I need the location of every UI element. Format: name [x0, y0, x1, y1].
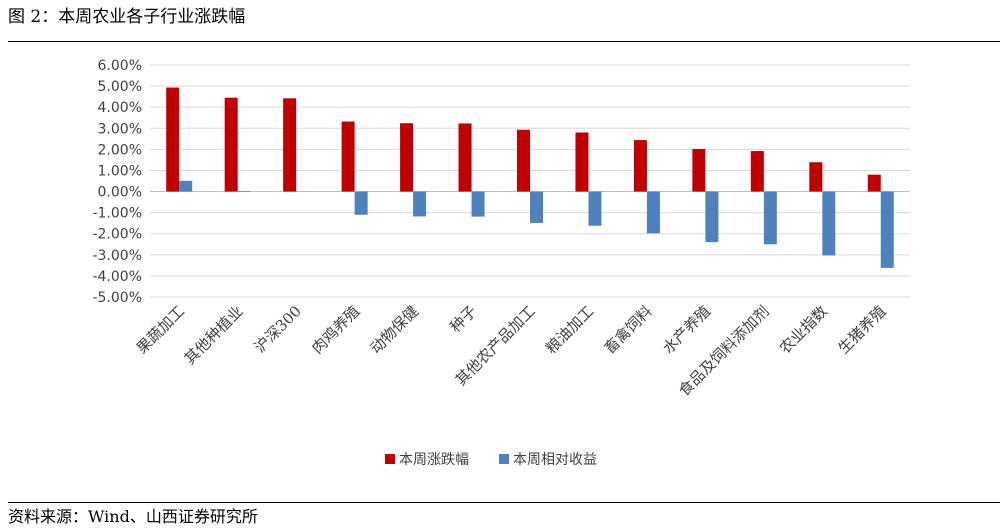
bar-weekly-change [692, 148, 706, 192]
y-tick-label: 4.00% [98, 100, 142, 116]
bar-weekly-change [224, 97, 238, 192]
source-note: 资料来源：Wind、山西证券研究所 [8, 507, 258, 526]
bar-relative-return [179, 180, 193, 192]
y-tick-label: -5.00% [92, 290, 142, 306]
category-label: 果蔬加工 [133, 302, 188, 357]
legend-swatch [499, 454, 509, 464]
legend: 本周涨跌幅 本周相对收益 [385, 452, 597, 468]
category-label: 粮油加工 [542, 302, 597, 357]
legend-label: 本周涨跌幅 [399, 452, 469, 468]
bar-weekly-change [458, 123, 472, 192]
category-label: 种子 [446, 302, 480, 336]
y-tick-label: 1.00% [98, 163, 142, 179]
bar-relative-return [646, 191, 660, 234]
top-rule [8, 41, 1000, 42]
y-tick-label: 0.00% [98, 185, 142, 201]
category-label: 农业指数 [776, 302, 831, 357]
grid-lines [150, 64, 910, 298]
y-tick-label: 5.00% [98, 79, 142, 95]
bar-relative-return [413, 191, 427, 217]
bar-relative-return [763, 191, 777, 245]
y-tick-label: -2.00% [92, 227, 142, 243]
bar-weekly-change [750, 151, 764, 192]
legend-swatch [385, 454, 395, 464]
category-labels: 果蔬加工其他种植业 沪深300 肉鸡养殖 动物保健 种子其他农产品加工 粮油加工 畜禽饲料水… [133, 302, 890, 400]
bar-relative-return [354, 191, 368, 215]
figure-title: 图 2：本周农业各子行业涨跌幅 [8, 7, 246, 27]
bar-relative-return [530, 191, 543, 223]
y-tick-label: -4.00% [92, 269, 142, 285]
y-tick-label: 3.00% [98, 121, 142, 137]
bar-weekly-change [400, 123, 414, 192]
category-label: 水产养殖 [659, 302, 714, 357]
bar-relative-return [237, 190, 251, 192]
bar-weekly-change [341, 121, 355, 192]
bar-relative-return [880, 191, 894, 268]
bar-weekly-change [517, 129, 530, 192]
bottom-rule [8, 502, 1000, 503]
y-axis-tick-labels: 6.00% 5.00% 4.00% 3.00% 2.00% 1.00% 0.00% -1.00… [92, 58, 142, 306]
bar-weekly-change [283, 98, 297, 192]
bar-relative-return [822, 191, 836, 256]
bar-chart: 6.00% 5.00% 4.00% 3.00% 2.00% 1.00% 0.00% -1.00… [92, 58, 910, 468]
bar-relative-return [705, 191, 719, 243]
y-tick-label: -3.00% [92, 248, 142, 264]
y-tick-label: -1.00% [92, 206, 142, 222]
category-label: 肉鸡养殖 [308, 302, 363, 357]
legend-label: 本周相对收益 [513, 452, 597, 468]
bar-weekly-change [575, 132, 589, 192]
bar-weekly-change [809, 162, 823, 192]
bars [166, 87, 894, 268]
y-tick-label: 6.00% [98, 58, 142, 74]
y-tick-label: 2.00% [98, 142, 142, 158]
bar-relative-return [588, 191, 602, 226]
category-label: 畜禽饲料 [601, 302, 656, 357]
bar-weekly-change [166, 87, 180, 192]
category-label: 生猪养殖 [834, 302, 889, 357]
category-label: 沪深300 [251, 302, 305, 356]
bar-weekly-change [633, 140, 647, 192]
category-label: 其他种植业 [181, 302, 247, 368]
bar-relative-return [471, 191, 485, 217]
bar-weekly-change [867, 174, 881, 192]
category-label: 动物保健 [367, 302, 422, 357]
